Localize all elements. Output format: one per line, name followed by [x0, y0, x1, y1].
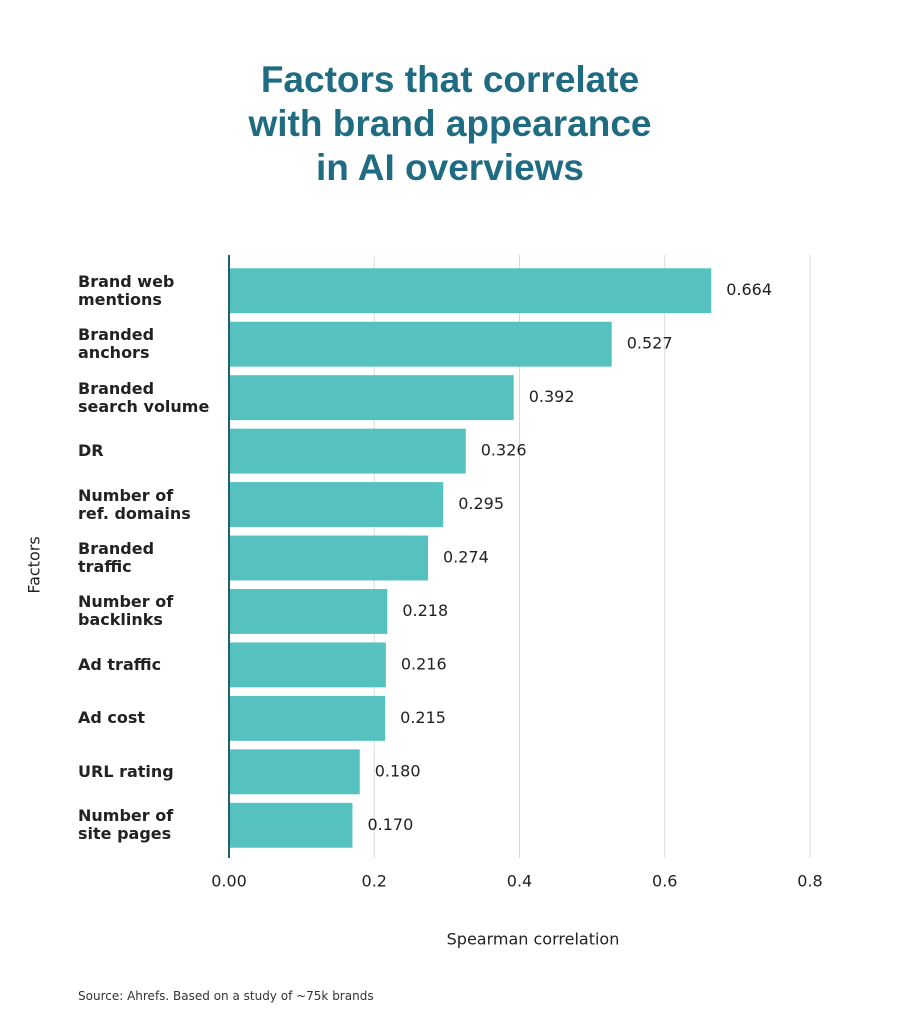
data-label: 0.326 — [481, 441, 527, 460]
bar — [229, 428, 466, 474]
x-tick-label: 0.8 — [797, 872, 822, 891]
x-tick-label: 0.00 — [211, 872, 247, 891]
y-tick-label: Branded anchors — [78, 325, 155, 363]
bar — [229, 482, 444, 527]
bar — [229, 268, 712, 314]
y-tick-label: Number of ref. domains — [78, 485, 191, 523]
bar — [229, 642, 386, 688]
y-tick-label: Brand web mentions — [78, 271, 175, 309]
bar — [229, 375, 514, 421]
data-label: 0.274 — [443, 548, 489, 567]
x-tick-label: 0.4 — [507, 872, 532, 891]
data-label: 0.215 — [400, 708, 446, 727]
source-note: Source: Ahrefs. Based on a study of ~75k… — [78, 989, 374, 1003]
x-axis-label: Spearman correlation — [447, 930, 620, 949]
y-tick-label: Ad cost — [78, 708, 146, 728]
x-tick-label: 0.6 — [652, 872, 677, 891]
data-label: 0.664 — [726, 280, 772, 299]
y-tick-label: DR — [78, 441, 104, 461]
chart-title: Factors that correlate with brand appear… — [248, 59, 652, 188]
y-tick-label: URL rating — [78, 761, 174, 781]
data-label: 0.216 — [401, 654, 447, 673]
data-label: 0.218 — [402, 601, 448, 620]
y-tick-label: Branded traffic — [78, 539, 155, 576]
data-label: 0.180 — [375, 761, 421, 780]
y-axis-label: Factors — [25, 536, 44, 593]
y-tick-label: Ad traffic — [78, 654, 162, 674]
bar — [229, 749, 360, 795]
y-tick-label: Number of backlinks — [78, 592, 174, 630]
data-label: 0.295 — [458, 494, 504, 513]
bar — [229, 589, 388, 634]
x-tick-label: 0.2 — [362, 872, 387, 891]
data-label: 0.392 — [529, 387, 575, 406]
bar — [229, 695, 386, 741]
bar — [229, 321, 612, 367]
data-label: 0.527 — [627, 334, 673, 353]
y-tick-label: Number of site pages — [78, 806, 174, 844]
y-tick-label: Branded search volume — [78, 378, 210, 416]
data-label: 0.170 — [367, 815, 413, 834]
bar — [229, 535, 428, 581]
bar — [229, 802, 353, 848]
